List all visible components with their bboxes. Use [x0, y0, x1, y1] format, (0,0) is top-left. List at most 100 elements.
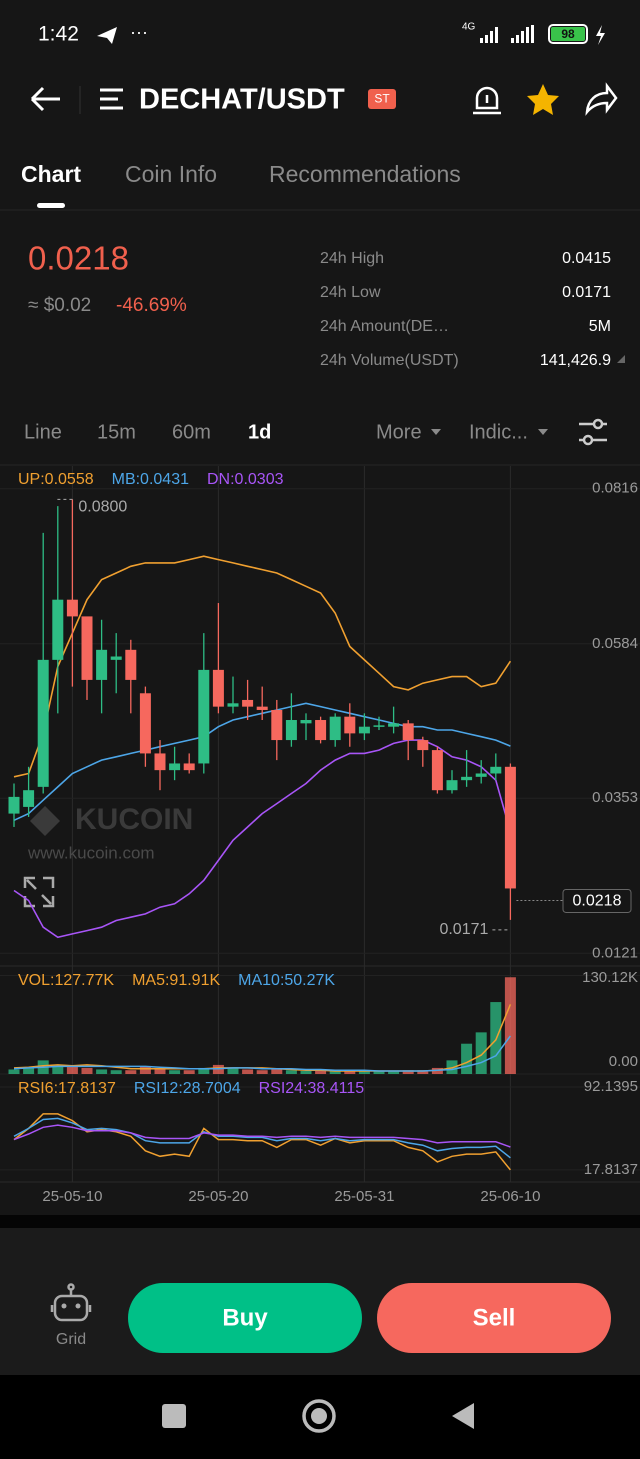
min-label: 0.0171	[439, 921, 488, 938]
candle-body	[490, 766, 502, 774]
settings-button[interactable]	[579, 418, 607, 446]
candle-body	[169, 763, 181, 771]
candle-body	[23, 790, 35, 807]
interval[interactable]: 15m	[97, 421, 136, 443]
y-tick-label: 0.0353	[592, 789, 638, 806]
grid-icon[interactable]	[50, 1283, 92, 1322]
legend-entry: RSI12:28.7004	[134, 1080, 241, 1097]
back-button[interactable]	[30, 86, 60, 112]
candle-body	[358, 726, 370, 734]
volume-bar	[81, 1067, 93, 1074]
candle-body	[417, 740, 429, 751]
rsi-line	[13, 1117, 511, 1159]
buy-label[interactable]: Buy	[222, 1304, 268, 1331]
volume-bar	[183, 1070, 195, 1074]
volume-bar	[198, 1067, 210, 1074]
tab[interactable]: Recommendations	[269, 161, 461, 187]
grid-icon-eye	[75, 1303, 81, 1309]
x-tick-label: 25-06-10	[480, 1188, 540, 1205]
volume-bar	[125, 1070, 137, 1074]
grid-icon-eye	[61, 1303, 67, 1309]
buy-button[interactable]	[128, 1283, 362, 1353]
volume-bar	[227, 1067, 239, 1074]
clock: 1:42	[38, 23, 79, 46]
candle-body	[66, 599, 78, 617]
candle-body	[96, 649, 108, 680]
volume-bar	[212, 1064, 224, 1074]
interval[interactable]: More	[376, 421, 422, 443]
sell-button[interactable]	[377, 1283, 611, 1353]
signal-icons	[480, 25, 534, 43]
fullscreen-button[interactable]	[23, 876, 55, 908]
badge	[368, 89, 396, 109]
nav-home[interactable]	[302, 1399, 336, 1433]
volume-bar	[285, 1070, 297, 1074]
stat-label: 24h High	[320, 250, 384, 267]
candle-body	[373, 725, 385, 727]
watermark-url: www.kucoin.com	[27, 843, 155, 862]
candle-body	[344, 716, 356, 734]
volume-bar	[373, 1070, 385, 1074]
stats: 24h High 0.0415 24h Low 0.0171 24h Amoun…	[320, 250, 611, 369]
interval[interactable]: Line	[24, 421, 62, 443]
max-label: 0.0800	[78, 499, 127, 516]
volume-bar	[431, 1067, 443, 1074]
interval[interactable]: Indic...	[469, 421, 528, 443]
ma-line	[13, 1035, 512, 1072]
x-tick-label: 25-05-31	[334, 1188, 394, 1205]
volume-bar	[96, 1069, 108, 1074]
interval-bar: Line 15m 60m 1d More Indic...	[24, 421, 528, 443]
network-type: 4G	[462, 22, 476, 33]
volume-bar	[504, 977, 516, 1074]
stat-label: 24h Low	[320, 284, 381, 301]
y-tick-label: 0.0121	[592, 944, 638, 961]
y-tick-label: 17.8137	[584, 1161, 638, 1178]
battery	[548, 24, 588, 44]
volume-bar	[461, 1043, 473, 1074]
candle-body	[315, 720, 327, 741]
candle-body	[271, 709, 283, 741]
sell-label[interactable]: Sell	[473, 1304, 516, 1331]
price-change: -46.69%	[116, 295, 187, 316]
candle-body	[388, 723, 400, 727]
share-button[interactable]	[585, 82, 618, 116]
x-tick-label: 25-05-10	[42, 1188, 102, 1205]
chart-layer: 25-05-10 25-05-20 25-05-31 25-06-10 0.0816 0.…	[8, 471, 638, 1205]
volume-bar	[344, 1070, 356, 1074]
nav-home-dot	[311, 1408, 327, 1424]
nav-back[interactable]	[452, 1403, 474, 1429]
candle-body	[431, 750, 443, 791]
tab[interactable]: Chart	[21, 161, 81, 187]
legend-entry: RSI24:38.4115	[259, 1080, 365, 1097]
y-tick-label: 92.1395	[584, 1078, 638, 1095]
y-tick-label: 130.12K	[582, 969, 638, 986]
candle-body	[504, 766, 516, 889]
candle-body	[52, 599, 64, 660]
grid-label[interactable]: Grid	[56, 1331, 86, 1348]
legend-entry: DN:0.0303	[207, 471, 284, 488]
tab[interactable]: Coin Info	[125, 161, 217, 187]
candle-body	[227, 703, 239, 707]
volume-bar	[256, 1070, 268, 1074]
candle-body	[139, 693, 151, 754]
x-tick-label: 25-05-20	[188, 1188, 248, 1205]
candle-body	[125, 649, 137, 680]
volume-bar	[110, 1070, 122, 1074]
legend-entry: VOL:127.77K	[18, 972, 114, 989]
candle-body	[329, 716, 341, 741]
menu-icon[interactable]	[100, 88, 123, 110]
candle-body	[242, 699, 254, 707]
favorite-star[interactable]	[527, 84, 559, 115]
legend-entry: MA10:50.27K	[238, 972, 335, 989]
alert-button[interactable]	[473, 86, 501, 115]
y-tick-label: 0.0816	[592, 480, 638, 497]
stat-value: 0.0171	[562, 284, 611, 301]
candle-body	[81, 616, 93, 680]
volume-bar	[388, 1070, 400, 1074]
nav-recents[interactable]	[162, 1404, 186, 1428]
interval[interactable]: 60m	[172, 421, 211, 443]
volume-bar	[169, 1070, 181, 1074]
interval[interactable]: 1d	[248, 421, 271, 443]
